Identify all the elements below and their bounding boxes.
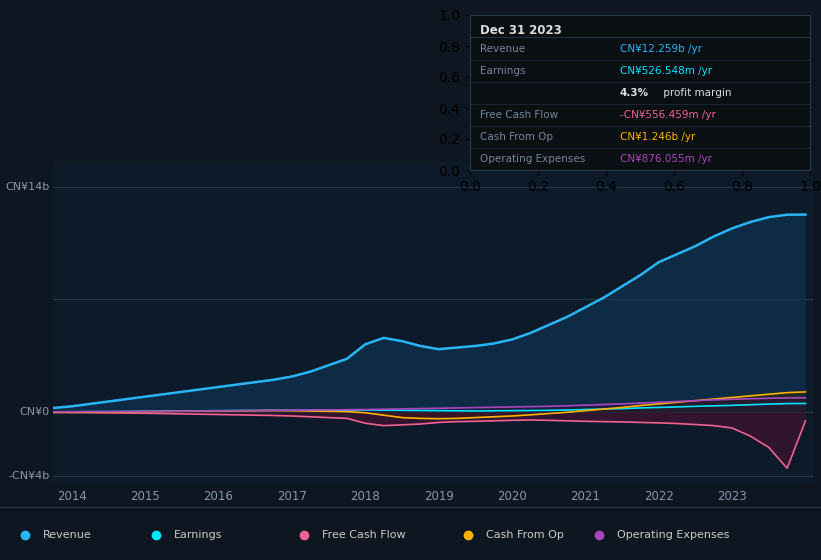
- Text: Free Cash Flow: Free Cash Flow: [480, 110, 558, 120]
- Text: profit margin: profit margin: [660, 88, 732, 97]
- Text: CN¥526.548m /yr: CN¥526.548m /yr: [620, 66, 712, 76]
- Text: -CN¥556.459m /yr: -CN¥556.459m /yr: [620, 110, 715, 120]
- Text: CN¥1.246b /yr: CN¥1.246b /yr: [620, 132, 695, 142]
- Text: Cash From Op: Cash From Op: [480, 132, 553, 142]
- Text: Earnings: Earnings: [174, 530, 222, 540]
- Text: CN¥876.055m /yr: CN¥876.055m /yr: [620, 154, 712, 164]
- Text: CN¥0: CN¥0: [19, 407, 49, 417]
- Text: -CN¥4b: -CN¥4b: [8, 472, 49, 482]
- Text: Operating Expenses: Operating Expenses: [617, 530, 730, 540]
- Text: CN¥12.259b /yr: CN¥12.259b /yr: [620, 44, 702, 54]
- Text: Free Cash Flow: Free Cash Flow: [322, 530, 406, 540]
- Text: 4.3%: 4.3%: [620, 88, 649, 97]
- Text: Operating Expenses: Operating Expenses: [480, 154, 585, 164]
- Text: Revenue: Revenue: [43, 530, 91, 540]
- Text: Revenue: Revenue: [480, 44, 525, 54]
- Text: Dec 31 2023: Dec 31 2023: [480, 24, 562, 38]
- Text: Cash From Op: Cash From Op: [486, 530, 564, 540]
- Text: CN¥14b: CN¥14b: [5, 181, 49, 192]
- Text: Earnings: Earnings: [480, 66, 525, 76]
